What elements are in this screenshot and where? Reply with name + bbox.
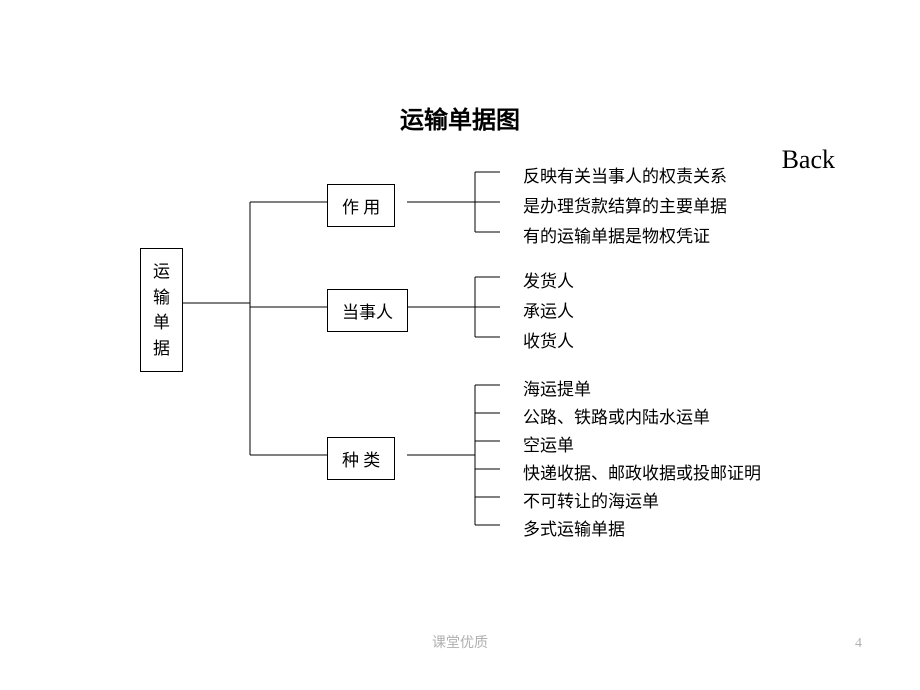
root-char: 运 [153,259,170,285]
leaf-label: 快递收据、邮政收据或投邮证明 [523,459,761,484]
leaf-label: 是办理货款结算的主要单据 [523,192,727,217]
leaf-label: 承运人 [523,297,574,322]
branch-node-types: 种 类 [327,437,395,480]
root-char: 输 [153,285,170,311]
leaf-label: 不可转让的海运单 [523,487,659,512]
root-char: 单 [153,310,170,336]
branch-node-parties: 当事人 [327,289,408,332]
leaf-label: 收货人 [523,327,574,352]
leaf-label: 空运单 [523,431,574,456]
leaf-label: 海运提单 [523,375,591,400]
leaf-label: 多式运输单据 [523,515,625,540]
page-number: 4 [855,636,862,652]
diagram-title: 运输单据图 [0,100,920,135]
leaf-label: 有的运输单据是物权凭证 [523,222,710,247]
footer-text: 课堂优质 [0,632,920,652]
root-char: 据 [153,336,170,362]
leaf-label: 公路、铁路或内陆水运单 [523,403,710,428]
root-node: 运输单据 [140,248,183,372]
back-link[interactable]: Back [782,145,835,175]
leaf-label: 反映有关当事人的权责关系 [523,162,727,187]
branch-node-purpose: 作 用 [327,184,395,227]
leaf-label: 发货人 [523,267,574,292]
